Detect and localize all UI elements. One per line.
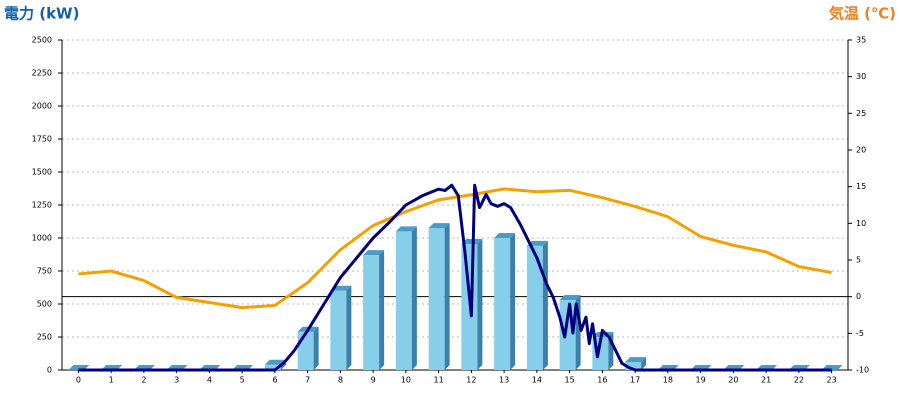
x-tick-label: 4 [207, 376, 212, 385]
x-tick-label: 13 [499, 376, 509, 385]
y-tick-label: 1000 [32, 234, 52, 243]
y2-axis-title: 気温 (℃) [829, 5, 896, 23]
x-tick-label: 5 [240, 376, 245, 385]
bar [625, 362, 642, 370]
bar-side [379, 250, 385, 370]
y2-tick-label: 35 [856, 36, 866, 45]
y2-tick-label: 10 [856, 219, 866, 228]
bar [297, 331, 314, 370]
x-tick-label: 22 [794, 376, 804, 385]
bar-top [625, 357, 647, 363]
x-tick-label: 20 [728, 376, 738, 385]
y2-tick-label: -5 [856, 329, 864, 338]
bar-top [559, 295, 581, 301]
x-tick-label: 9 [371, 376, 376, 385]
x-tick-label: 8 [338, 376, 343, 385]
bar-top [428, 223, 450, 229]
y-tick-label: 0 [47, 366, 52, 375]
bar-side [313, 326, 319, 370]
bar [428, 228, 445, 370]
y-tick-label: 500 [37, 300, 52, 309]
x-tick-label: 0 [76, 376, 81, 385]
bar-side [542, 240, 548, 370]
x-tick-label: 23 [827, 376, 837, 385]
bar-side [510, 233, 516, 370]
y2-tick-label: 0 [856, 292, 861, 301]
y-tick-label: 250 [37, 333, 52, 342]
x-tick-label: 19 [696, 376, 706, 385]
bar-top [395, 226, 417, 232]
x-tick-label: 7 [305, 376, 310, 385]
bar-side [477, 238, 483, 370]
bar [330, 290, 347, 370]
bar [526, 245, 543, 370]
y-tick-label: 1750 [32, 135, 52, 144]
y-axis-title: 電力 (kW) [4, 5, 79, 23]
y-tick-label: 750 [37, 267, 52, 276]
y-tick-label: 2500 [32, 36, 52, 45]
power-line [78, 183, 832, 372]
temperature-line [78, 187, 832, 310]
y2-tick-label: 5 [856, 256, 861, 265]
x-tick-label: 14 [532, 376, 542, 385]
y-tick-label: 2000 [32, 102, 52, 111]
x-tick-label: 1 [109, 376, 114, 385]
bar [494, 238, 511, 370]
x-tick-label: 11 [434, 376, 444, 385]
y2-tick-label: 20 [856, 146, 866, 155]
y2-tick-label: 30 [856, 72, 866, 81]
bar [363, 255, 380, 370]
y2-tick-label: -10 [856, 366, 869, 375]
bar-side [346, 285, 352, 370]
x-tick-label: 3 [174, 376, 179, 385]
bar [395, 231, 412, 370]
x-tick-label: 12 [466, 376, 476, 385]
bar-side [641, 357, 647, 370]
x-tick-label: 21 [761, 376, 771, 385]
y-tick-label: 1250 [32, 201, 52, 210]
y2-tick-label: 25 [856, 109, 866, 118]
x-tick-label: 16 [597, 376, 607, 385]
x-tick-label: 2 [141, 376, 146, 385]
y-tick-label: 2250 [32, 69, 52, 78]
x-tick-label: 10 [401, 376, 411, 385]
x-tick-label: 15 [565, 376, 575, 385]
y-tick-label: 1500 [32, 168, 52, 177]
x-tick-label: 17 [630, 376, 640, 385]
x-tick-label: 18 [663, 376, 673, 385]
x-tick-label: 6 [272, 376, 277, 385]
bar-side [444, 223, 450, 370]
bar-top [526, 240, 548, 246]
bar-side [411, 226, 417, 370]
bar-top [494, 233, 516, 238]
bar [264, 364, 281, 370]
y2-tick-label: 15 [856, 182, 866, 191]
bar-top [363, 250, 385, 256]
